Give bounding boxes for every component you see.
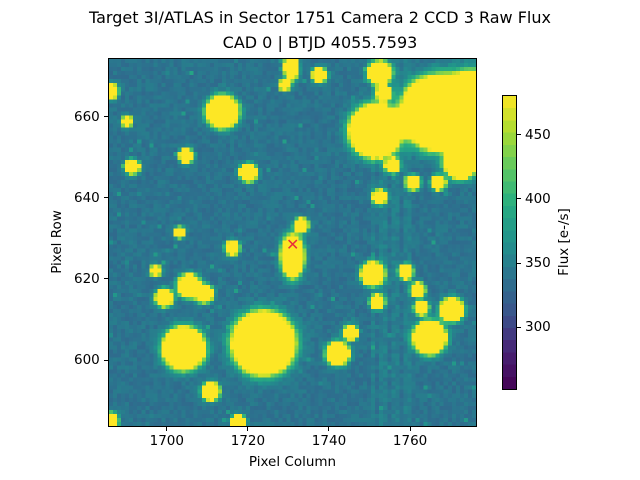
colorbar [502,95,517,390]
y-tick-label: 640 [74,189,100,206]
x-tick-label: 1760 [392,433,428,449]
flux-heatmap [109,59,476,426]
chart-title: Target 3I/ATLAS in Sector 1751 Camera 2 … [89,8,551,27]
y-axis-label: Pixel Row [49,210,65,274]
colorbar-tick-mark [517,134,521,136]
x-tick-mark [409,427,411,431]
y-tick-mark [104,278,108,280]
x-axis-label: Pixel Column [248,454,337,470]
colorbar-label: Flux [e-/s] [556,208,572,276]
x-tick-label: 1700 [149,433,184,449]
y-tick-mark [104,359,108,361]
x-tick-mark [166,427,168,431]
y-tick-label: 660 [74,108,100,125]
y-tick-label: 620 [74,270,100,287]
colorbar-tick-mark [517,198,521,200]
colorbar-tick-label: 300 [525,319,551,336]
x-tick-label: 1720 [230,433,266,449]
colorbar-tick-label: 350 [525,255,551,272]
image-axes: ✕ [108,58,477,427]
y-tick-mark [104,197,108,199]
x-tick-label: 1740 [311,433,347,449]
colorbar-tick-label: 400 [525,190,551,207]
x-tick-mark [328,427,330,431]
colorbar-tick-mark [517,262,521,264]
x-tick-mark [247,427,249,431]
chart-subtitle: CAD 0 | BTJD 4055.7593 [222,33,418,52]
colorbar-tick-mark [517,326,521,328]
y-tick-mark [104,116,108,118]
y-tick-label: 600 [74,352,100,369]
target-marker-x-icon: ✕ [285,235,300,255]
colorbar-gradient [503,96,516,389]
colorbar-tick-label: 450 [525,126,551,143]
